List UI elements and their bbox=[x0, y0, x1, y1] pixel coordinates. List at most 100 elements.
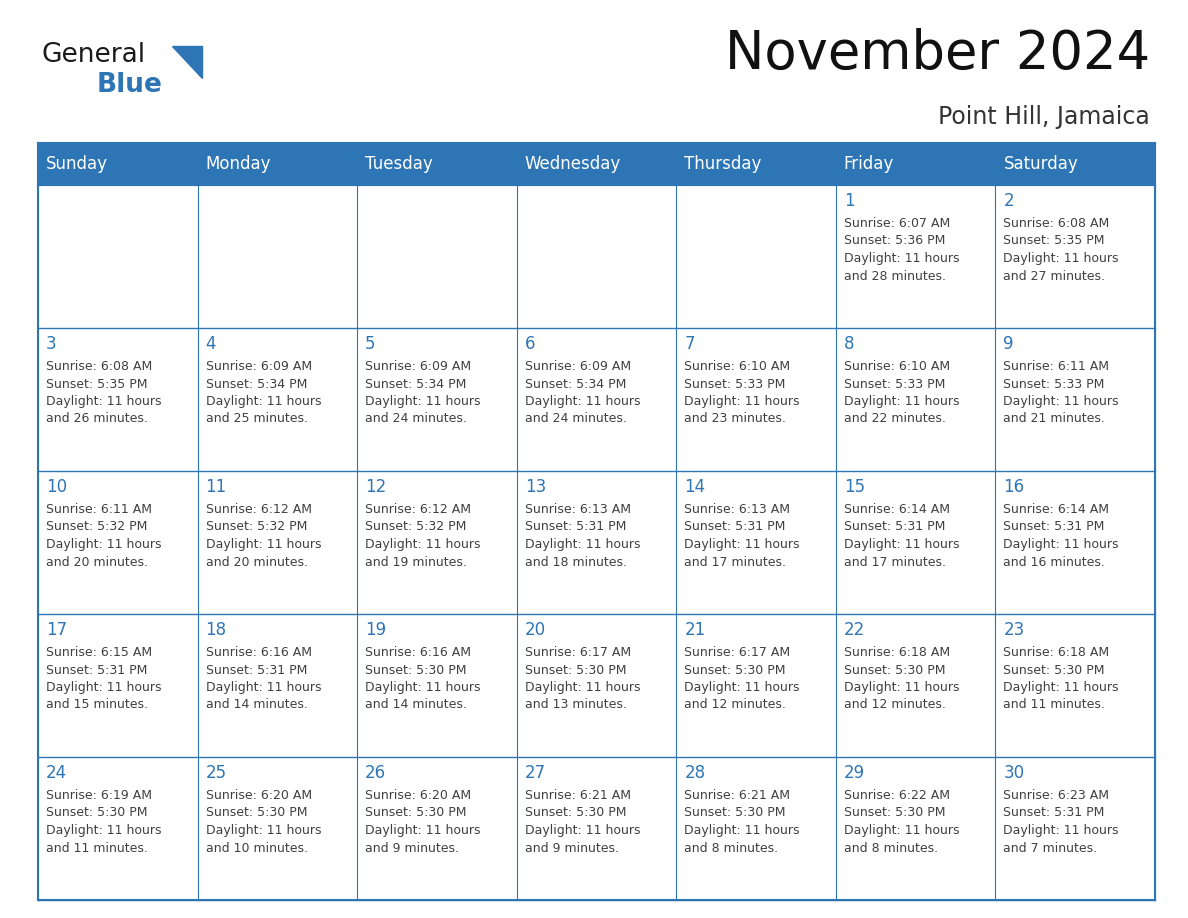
Text: 27: 27 bbox=[525, 764, 545, 782]
Bar bbox=[996, 614, 1155, 757]
Bar bbox=[517, 143, 676, 185]
Text: 9: 9 bbox=[1004, 335, 1013, 353]
Text: Sunrise: 6:15 AM
Sunset: 5:31 PM
Daylight: 11 hours
and 15 minutes.: Sunrise: 6:15 AM Sunset: 5:31 PM Dayligh… bbox=[46, 646, 162, 711]
Bar bbox=[676, 471, 836, 614]
Text: 18: 18 bbox=[206, 621, 227, 639]
Bar bbox=[197, 471, 358, 614]
Text: Sunrise: 6:12 AM
Sunset: 5:32 PM
Daylight: 11 hours
and 20 minutes.: Sunrise: 6:12 AM Sunset: 5:32 PM Dayligh… bbox=[206, 503, 321, 568]
Text: Sunrise: 6:20 AM
Sunset: 5:30 PM
Daylight: 11 hours
and 9 minutes.: Sunrise: 6:20 AM Sunset: 5:30 PM Dayligh… bbox=[365, 789, 481, 855]
Text: 23: 23 bbox=[1004, 621, 1025, 639]
Bar bbox=[676, 328, 836, 471]
Text: Sunrise: 6:10 AM
Sunset: 5:33 PM
Daylight: 11 hours
and 23 minutes.: Sunrise: 6:10 AM Sunset: 5:33 PM Dayligh… bbox=[684, 360, 800, 426]
Text: Sunrise: 6:17 AM
Sunset: 5:30 PM
Daylight: 11 hours
and 12 minutes.: Sunrise: 6:17 AM Sunset: 5:30 PM Dayligh… bbox=[684, 646, 800, 711]
Bar bbox=[197, 757, 358, 900]
Text: Sunrise: 6:08 AM
Sunset: 5:35 PM
Daylight: 11 hours
and 27 minutes.: Sunrise: 6:08 AM Sunset: 5:35 PM Dayligh… bbox=[1004, 217, 1119, 283]
Bar bbox=[996, 143, 1155, 185]
Text: Sunrise: 6:13 AM
Sunset: 5:31 PM
Daylight: 11 hours
and 18 minutes.: Sunrise: 6:13 AM Sunset: 5:31 PM Dayligh… bbox=[525, 503, 640, 568]
Bar bbox=[38, 471, 197, 614]
Text: Monday: Monday bbox=[206, 155, 271, 173]
Bar bbox=[517, 757, 676, 900]
Text: 6: 6 bbox=[525, 335, 535, 353]
Bar bbox=[517, 614, 676, 757]
Text: 5: 5 bbox=[365, 335, 375, 353]
Text: Sunrise: 6:13 AM
Sunset: 5:31 PM
Daylight: 11 hours
and 17 minutes.: Sunrise: 6:13 AM Sunset: 5:31 PM Dayligh… bbox=[684, 503, 800, 568]
Text: Sunrise: 6:21 AM
Sunset: 5:30 PM
Daylight: 11 hours
and 8 minutes.: Sunrise: 6:21 AM Sunset: 5:30 PM Dayligh… bbox=[684, 789, 800, 855]
Text: 14: 14 bbox=[684, 478, 706, 496]
Text: 10: 10 bbox=[46, 478, 67, 496]
Text: 24: 24 bbox=[46, 764, 67, 782]
Bar bbox=[836, 143, 996, 185]
Bar bbox=[676, 757, 836, 900]
Text: Saturday: Saturday bbox=[1004, 155, 1079, 173]
Text: Sunrise: 6:23 AM
Sunset: 5:31 PM
Daylight: 11 hours
and 7 minutes.: Sunrise: 6:23 AM Sunset: 5:31 PM Dayligh… bbox=[1004, 789, 1119, 855]
Text: Sunrise: 6:11 AM
Sunset: 5:33 PM
Daylight: 11 hours
and 21 minutes.: Sunrise: 6:11 AM Sunset: 5:33 PM Dayligh… bbox=[1004, 360, 1119, 426]
Bar bbox=[197, 614, 358, 757]
Bar bbox=[358, 143, 517, 185]
Bar bbox=[197, 328, 358, 471]
Bar bbox=[517, 328, 676, 471]
Text: Sunrise: 6:17 AM
Sunset: 5:30 PM
Daylight: 11 hours
and 13 minutes.: Sunrise: 6:17 AM Sunset: 5:30 PM Dayligh… bbox=[525, 646, 640, 711]
Bar bbox=[996, 471, 1155, 614]
Text: 26: 26 bbox=[365, 764, 386, 782]
Text: Sunrise: 6:18 AM
Sunset: 5:30 PM
Daylight: 11 hours
and 11 minutes.: Sunrise: 6:18 AM Sunset: 5:30 PM Dayligh… bbox=[1004, 646, 1119, 711]
Text: 28: 28 bbox=[684, 764, 706, 782]
Text: 20: 20 bbox=[525, 621, 545, 639]
Text: Sunrise: 6:12 AM
Sunset: 5:32 PM
Daylight: 11 hours
and 19 minutes.: Sunrise: 6:12 AM Sunset: 5:32 PM Dayligh… bbox=[365, 503, 481, 568]
Bar bbox=[517, 471, 676, 614]
Bar bbox=[836, 757, 996, 900]
Text: 21: 21 bbox=[684, 621, 706, 639]
Text: 22: 22 bbox=[843, 621, 865, 639]
Bar bbox=[996, 757, 1155, 900]
Text: Sunrise: 6:22 AM
Sunset: 5:30 PM
Daylight: 11 hours
and 8 minutes.: Sunrise: 6:22 AM Sunset: 5:30 PM Dayligh… bbox=[843, 789, 960, 855]
Bar bbox=[358, 614, 517, 757]
Text: 25: 25 bbox=[206, 764, 227, 782]
Text: Point Hill, Jamaica: Point Hill, Jamaica bbox=[939, 105, 1150, 129]
Text: Blue: Blue bbox=[97, 72, 163, 98]
Bar bbox=[836, 328, 996, 471]
Text: Friday: Friday bbox=[843, 155, 895, 173]
Bar bbox=[358, 328, 517, 471]
Bar bbox=[996, 328, 1155, 471]
Text: Sunrise: 6:08 AM
Sunset: 5:35 PM
Daylight: 11 hours
and 26 minutes.: Sunrise: 6:08 AM Sunset: 5:35 PM Dayligh… bbox=[46, 360, 162, 426]
Bar bbox=[38, 614, 197, 757]
Text: 17: 17 bbox=[46, 621, 67, 639]
Text: Wednesday: Wednesday bbox=[525, 155, 621, 173]
Bar bbox=[38, 185, 197, 328]
Polygon shape bbox=[172, 46, 202, 78]
Text: Sunrise: 6:11 AM
Sunset: 5:32 PM
Daylight: 11 hours
and 20 minutes.: Sunrise: 6:11 AM Sunset: 5:32 PM Dayligh… bbox=[46, 503, 162, 568]
Bar bbox=[836, 614, 996, 757]
Text: Sunrise: 6:20 AM
Sunset: 5:30 PM
Daylight: 11 hours
and 10 minutes.: Sunrise: 6:20 AM Sunset: 5:30 PM Dayligh… bbox=[206, 789, 321, 855]
Text: Sunrise: 6:19 AM
Sunset: 5:30 PM
Daylight: 11 hours
and 11 minutes.: Sunrise: 6:19 AM Sunset: 5:30 PM Dayligh… bbox=[46, 789, 162, 855]
Bar bbox=[676, 614, 836, 757]
Bar bbox=[996, 185, 1155, 328]
Text: 16: 16 bbox=[1004, 478, 1024, 496]
Text: Sunrise: 6:14 AM
Sunset: 5:31 PM
Daylight: 11 hours
and 17 minutes.: Sunrise: 6:14 AM Sunset: 5:31 PM Dayligh… bbox=[843, 503, 960, 568]
Bar bbox=[836, 185, 996, 328]
Bar bbox=[358, 471, 517, 614]
Text: 11: 11 bbox=[206, 478, 227, 496]
Text: Tuesday: Tuesday bbox=[365, 155, 432, 173]
Bar bbox=[38, 757, 197, 900]
Text: 7: 7 bbox=[684, 335, 695, 353]
Text: 19: 19 bbox=[365, 621, 386, 639]
Text: Sunrise: 6:14 AM
Sunset: 5:31 PM
Daylight: 11 hours
and 16 minutes.: Sunrise: 6:14 AM Sunset: 5:31 PM Dayligh… bbox=[1004, 503, 1119, 568]
Text: 8: 8 bbox=[843, 335, 854, 353]
Bar bbox=[517, 185, 676, 328]
Text: Thursday: Thursday bbox=[684, 155, 762, 173]
Text: Sunrise: 6:21 AM
Sunset: 5:30 PM
Daylight: 11 hours
and 9 minutes.: Sunrise: 6:21 AM Sunset: 5:30 PM Dayligh… bbox=[525, 789, 640, 855]
Text: General: General bbox=[42, 42, 146, 68]
Bar bbox=[38, 143, 197, 185]
Text: Sunday: Sunday bbox=[46, 155, 108, 173]
Bar bbox=[676, 143, 836, 185]
Text: 2: 2 bbox=[1004, 192, 1015, 210]
Text: Sunrise: 6:10 AM
Sunset: 5:33 PM
Daylight: 11 hours
and 22 minutes.: Sunrise: 6:10 AM Sunset: 5:33 PM Dayligh… bbox=[843, 360, 960, 426]
Bar bbox=[38, 328, 197, 471]
Bar bbox=[197, 185, 358, 328]
Bar bbox=[836, 471, 996, 614]
Text: Sunrise: 6:18 AM
Sunset: 5:30 PM
Daylight: 11 hours
and 12 minutes.: Sunrise: 6:18 AM Sunset: 5:30 PM Dayligh… bbox=[843, 646, 960, 711]
Text: 30: 30 bbox=[1004, 764, 1024, 782]
Text: 13: 13 bbox=[525, 478, 546, 496]
Text: 29: 29 bbox=[843, 764, 865, 782]
Text: Sunrise: 6:09 AM
Sunset: 5:34 PM
Daylight: 11 hours
and 25 minutes.: Sunrise: 6:09 AM Sunset: 5:34 PM Dayligh… bbox=[206, 360, 321, 426]
Text: Sunrise: 6:09 AM
Sunset: 5:34 PM
Daylight: 11 hours
and 24 minutes.: Sunrise: 6:09 AM Sunset: 5:34 PM Dayligh… bbox=[365, 360, 481, 426]
